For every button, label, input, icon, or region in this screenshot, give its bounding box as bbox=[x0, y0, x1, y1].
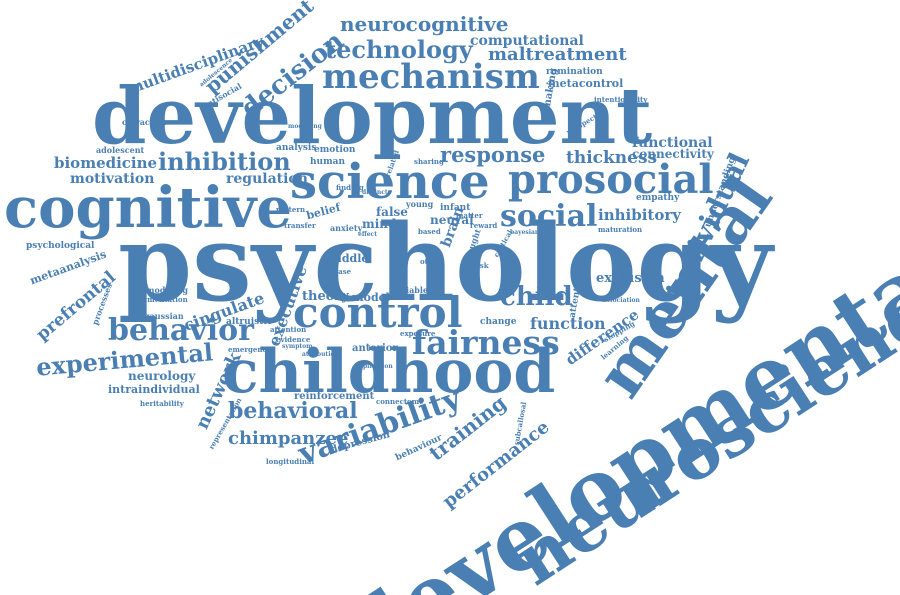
word-evidence: evidence bbox=[276, 335, 311, 344]
word-based: based bbox=[418, 227, 441, 236]
word-sharing: sharing bbox=[414, 157, 444, 166]
word-fairness: fairness bbox=[412, 323, 560, 362]
word-behavior: behavior bbox=[108, 313, 254, 348]
word-attention: attention bbox=[270, 325, 307, 334]
word-behavioral: behavioral bbox=[228, 398, 358, 424]
word-middle: middle bbox=[326, 252, 369, 265]
word-response: response bbox=[440, 142, 546, 167]
word-ostracism: ostracism bbox=[122, 117, 166, 127]
word-social: social bbox=[500, 199, 598, 234]
word-task: task bbox=[472, 261, 489, 270]
word-intentionality: intentionality bbox=[594, 95, 648, 104]
word-thickness: thickness bbox=[566, 148, 658, 168]
word-attribution: attribution bbox=[302, 351, 339, 358]
word-development: development bbox=[92, 71, 653, 162]
word-heritability: heritability bbox=[140, 399, 184, 408]
word-motivation: motivation bbox=[70, 171, 155, 187]
word-mechanism: mechanism bbox=[322, 57, 540, 97]
word-theory: theory bbox=[302, 289, 349, 304]
word-other: other bbox=[420, 257, 442, 266]
word-inhibition: inhibition bbox=[158, 147, 291, 176]
word-adolescent: adolescent bbox=[96, 145, 145, 155]
word-regulation: regulation bbox=[226, 171, 308, 187]
word-functional: functional bbox=[632, 135, 713, 151]
word-effect: effect bbox=[358, 231, 377, 238]
word-child: child bbox=[500, 282, 573, 312]
word-intraindividual: intraindividual bbox=[108, 383, 200, 396]
word-change: change bbox=[480, 317, 517, 327]
word-psychology: psychology bbox=[118, 200, 773, 325]
word-biomedicine: biomedicine bbox=[54, 154, 158, 172]
word-neurocognitive: neurocognitive bbox=[340, 12, 509, 36]
word-control: control bbox=[293, 288, 463, 337]
word-function: function bbox=[530, 314, 606, 333]
word-human: human bbox=[310, 157, 345, 167]
word-reinforcement: reinforcement bbox=[294, 391, 375, 402]
word-neural: neural bbox=[430, 213, 474, 227]
word-anterior: anterior bbox=[352, 343, 398, 354]
word-connectome: connectome bbox=[376, 397, 424, 406]
word-young: young bbox=[406, 199, 434, 209]
word-increase: increase bbox=[318, 267, 352, 276]
word-replication: replication bbox=[356, 363, 393, 370]
word-inhibitory: inhibitory bbox=[598, 206, 681, 224]
word-longitudinal: longitudinal bbox=[266, 457, 315, 466]
word-association: association bbox=[602, 297, 640, 304]
word-segmentation: segmentation bbox=[134, 295, 188, 304]
word-bayesian: bayesian bbox=[510, 229, 540, 236]
word-analysis: analysis bbox=[276, 143, 317, 153]
word-cognitive: cognitive bbox=[4, 175, 292, 241]
word-modeling: modeling bbox=[146, 285, 188, 295]
word-psychological: psychological bbox=[26, 241, 95, 251]
word-empathy: empathy bbox=[636, 193, 680, 203]
word-childhood: childhood bbox=[222, 337, 556, 407]
word-connectivity: connectivity bbox=[632, 147, 714, 161]
word-variable: variable bbox=[392, 285, 428, 295]
word-transfer: transfer bbox=[284, 221, 316, 230]
word-false: false bbox=[376, 205, 408, 219]
word-prosocial: prosocial bbox=[508, 156, 714, 203]
word-symptom: symptom bbox=[282, 343, 313, 350]
word-exposure: exposure bbox=[400, 329, 436, 338]
word-maturation: maturation bbox=[598, 225, 643, 234]
word-technology: technology bbox=[325, 35, 473, 64]
word-mind: mind bbox=[362, 217, 397, 231]
word-metacontrol: metacontrol bbox=[548, 77, 624, 90]
word-matter: matter bbox=[456, 211, 483, 220]
word-science: science bbox=[290, 154, 490, 210]
word-exclusion: exclusion bbox=[596, 271, 665, 286]
word-emergence: emergence bbox=[228, 345, 272, 354]
word-gaussian: gaussian bbox=[144, 311, 184, 321]
word-model: model bbox=[352, 291, 390, 304]
word-modelling: modelling bbox=[288, 123, 322, 130]
word-infant: infant bbox=[440, 203, 471, 213]
word-pattern: pattern bbox=[276, 205, 306, 214]
word-computational: computational bbox=[470, 33, 584, 49]
word-rumination: rumination bbox=[546, 67, 603, 77]
word-anxiety: anxiety bbox=[330, 223, 363, 233]
word-neurology: neurology bbox=[128, 369, 196, 383]
word-reward: reward bbox=[470, 221, 498, 230]
word-chimpanzee: chimpanzee bbox=[228, 428, 349, 449]
word-finding: finding bbox=[336, 183, 364, 192]
word-emotion: emotion bbox=[314, 145, 356, 155]
word-distinct: distinct bbox=[362, 189, 388, 196]
word-maltreatment: maltreatment bbox=[488, 44, 627, 65]
word-altruistic: altruistic bbox=[226, 317, 273, 327]
